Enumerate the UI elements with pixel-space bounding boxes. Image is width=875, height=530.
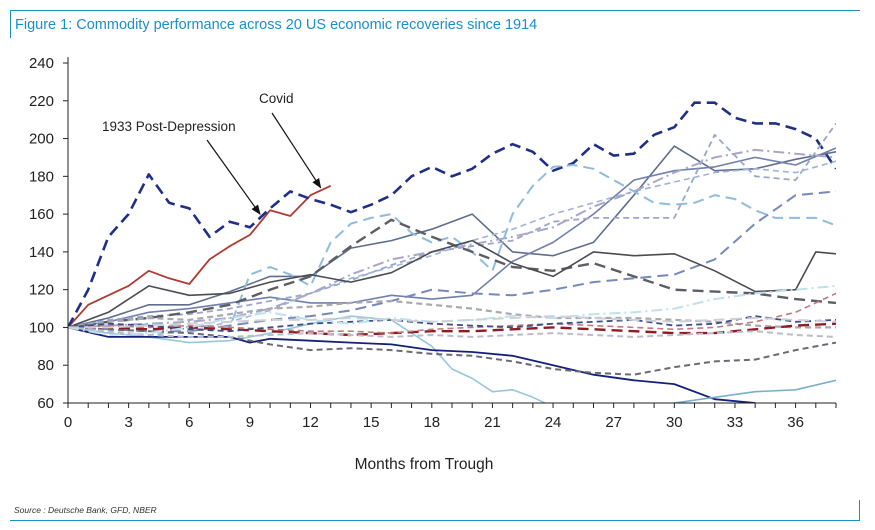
y-tick-label-160: 160 [29, 206, 54, 223]
series-line-2 [68, 101, 836, 329]
figure-title: Figure 1: Commodity performance across 2… [15, 17, 538, 33]
x-tick-label-0: 0 [64, 414, 72, 431]
series-line-12 [68, 299, 836, 329]
y-tick-label-220: 220 [29, 93, 54, 110]
series-line-18 [68, 292, 836, 334]
y-tick-label-60: 60 [37, 395, 54, 412]
source-note: Source : Deutsche Bank, GFD, NBER [14, 505, 157, 515]
x-tick-label-24: 24 [545, 414, 562, 431]
x-tick-label-6: 6 [185, 414, 193, 431]
figure-frame-right [859, 500, 860, 520]
annotation-1933-label: 1933 Post-Depression [102, 119, 236, 134]
figure-frame-top [10, 10, 860, 11]
series-line-17 [68, 322, 836, 337]
series-line-3 [68, 145, 836, 329]
plot-series-group [68, 101, 836, 403]
y-tick-label-240: 240 [29, 55, 54, 72]
y-tick-label-120: 120 [29, 282, 54, 299]
x-tick-label-30: 30 [666, 414, 683, 431]
x-axis-title: Months from Trough [355, 456, 494, 473]
y-tick-label-100: 100 [29, 319, 54, 336]
series-line-19 [68, 315, 836, 333]
x-tick-label-18: 18 [423, 414, 440, 431]
series-line-4 [68, 147, 836, 329]
figure-frame-left [10, 10, 11, 38]
x-tick-label-9: 9 [246, 414, 254, 431]
x-tick-label-3: 3 [124, 414, 132, 431]
x-tick-label-33: 33 [727, 414, 744, 431]
x-tick-label-15: 15 [363, 414, 380, 431]
x-tick-label-21: 21 [484, 414, 501, 431]
series-line-11 [68, 239, 836, 329]
series-line-20 [68, 326, 836, 338]
series-line-5 [68, 122, 836, 329]
annotation-1933-arrow [206, 139, 261, 215]
series-line-14 [68, 326, 756, 403]
series-line-8 [68, 148, 836, 329]
series-line-13 [68, 315, 547, 403]
series-line-7 [68, 160, 836, 336]
y-tick-label-80: 80 [37, 357, 54, 374]
series-line-1 [68, 184, 332, 328]
annotation-covid-label: Covid [259, 91, 294, 106]
series-line-6 [68, 190, 836, 333]
y-tick-label-180: 180 [29, 168, 54, 185]
x-tick-label-36: 36 [787, 414, 804, 431]
y-tick-label-200: 200 [29, 131, 54, 148]
figure-frame-bottom [10, 520, 860, 521]
annotation-covid-arrow [271, 112, 322, 189]
x-tick-label-12: 12 [302, 414, 319, 431]
commodity-line-chart: 1933 Post-Depression Covid 6080100120140… [29, 55, 837, 473]
series-line-15 [674, 379, 836, 403]
series-line-10 [68, 218, 836, 329]
series-line-22 [68, 315, 836, 329]
annotation-group: 1933 Post-Depression Covid [102, 91, 322, 215]
x-tick-label-27: 27 [605, 414, 622, 431]
y-tick-label-140: 140 [29, 244, 54, 261]
series-line-16 [68, 326, 836, 376]
